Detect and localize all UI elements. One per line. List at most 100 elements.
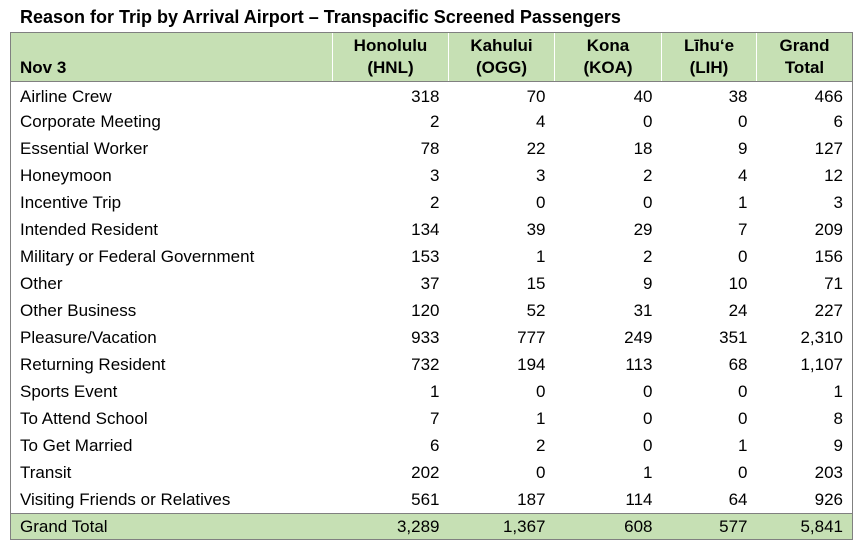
table-cell: 9 xyxy=(738,139,748,158)
table-row: Intended Resident 134 39 29 7 209 xyxy=(10,216,853,244)
table-cell: 202 xyxy=(411,463,440,482)
table-cell: 3 xyxy=(756,189,853,217)
row-label: To Attend School xyxy=(10,405,333,433)
column-header-kahului: Kahului (OGG) xyxy=(448,32,555,82)
column-header-line2: (OGG) xyxy=(476,58,527,77)
table-cell: 6 xyxy=(756,108,853,136)
table-cell: 71 xyxy=(756,270,853,298)
report-title: Reason for Trip by Arrival Airport – Tra… xyxy=(20,7,621,27)
column-header-line1: Līhu‘e xyxy=(683,36,735,55)
table-cell: 0 xyxy=(643,436,653,455)
row-label: Honeymoon xyxy=(10,162,333,190)
table-row: Airline Crew 318 70 40 38 466 xyxy=(10,81,853,109)
table-cell: 15 xyxy=(526,274,546,293)
table-cell: 209 xyxy=(756,216,853,244)
table-row: To Get Married 6 2 0 1 9 xyxy=(10,432,853,460)
table-cell: 249 xyxy=(624,328,653,347)
grand-total-cell: 5,841 xyxy=(756,513,853,540)
table-cell: 40 xyxy=(633,86,653,106)
table-cell: 4 xyxy=(536,112,546,131)
column-header-line1: Kona xyxy=(586,36,630,55)
grand-total-cell: 608 xyxy=(554,513,662,540)
table-cell: 0 xyxy=(536,463,546,482)
row-label: Pleasure/Vacation xyxy=(10,324,333,352)
header-row: Nov 3 Honolulu (HNL) Kahului (OGG) Kona … xyxy=(10,32,853,82)
table-row: Sports Event 1 0 0 0 1 xyxy=(10,378,853,406)
table-cell: 3 xyxy=(536,166,546,185)
table-cell: 0 xyxy=(738,409,748,428)
table-cell: 0 xyxy=(536,382,546,401)
table-cell: 7 xyxy=(738,220,748,239)
grand-total-cell: 1,367 xyxy=(448,513,555,540)
table-cell: 0 xyxy=(738,247,748,266)
table-cell: 120 xyxy=(411,301,440,320)
table-cell: 0 xyxy=(738,382,748,401)
row-label: Corporate Meeting xyxy=(10,108,333,136)
table-cell: 0 xyxy=(643,409,653,428)
row-label: Visiting Friends or Relatives xyxy=(10,486,333,514)
table-cell: 68 xyxy=(728,355,748,374)
table-row: Transit 202 0 1 0 203 xyxy=(10,459,853,487)
table-cell: 4 xyxy=(738,166,748,185)
table-row: Military or Federal Government 153 1 2 0 156 xyxy=(10,243,853,271)
table-cell: 933 xyxy=(411,328,440,347)
table-cell: 1 xyxy=(643,463,653,482)
table-cell: 22 xyxy=(526,139,546,158)
table-cell: 153 xyxy=(411,247,440,266)
grand-total-cell: 577 xyxy=(661,513,757,540)
grand-total-row: Grand Total 3,289 1,367 608 577 5,841 xyxy=(10,513,853,540)
table-cell: 732 xyxy=(411,355,440,374)
table-cell: 52 xyxy=(526,301,546,320)
table-cell: 777 xyxy=(517,328,546,347)
table-cell: 114 xyxy=(625,489,653,509)
row-label: Intended Resident xyxy=(10,216,333,244)
table-cell: 0 xyxy=(643,382,653,401)
grand-total-label: Grand Total xyxy=(10,513,333,540)
table-cell: 31 xyxy=(633,301,653,320)
table-cell: 37 xyxy=(420,274,440,293)
column-header-line2: (KOA) xyxy=(583,58,633,77)
row-label: To Get Married xyxy=(10,432,333,460)
table-cell: 351 xyxy=(719,328,748,347)
table-cell: 10 xyxy=(728,274,748,293)
table-cell: 1 xyxy=(738,436,748,455)
table-cell: 0 xyxy=(738,463,748,482)
table-cell: 926 xyxy=(756,486,853,514)
table-cell: 38 xyxy=(728,86,748,106)
table-cell: 2 xyxy=(643,247,653,266)
table-cell: 1 xyxy=(536,247,546,266)
table-cell: 466 xyxy=(756,81,853,109)
table-cell: 187 xyxy=(517,489,546,509)
row-label: Transit xyxy=(10,459,333,487)
table-cell: 6 xyxy=(430,436,440,455)
table-cell: 0 xyxy=(536,193,546,212)
table-cell: 1 xyxy=(756,378,853,406)
table-row: To Attend School 7 1 0 0 8 xyxy=(10,405,853,433)
column-header-grand-total: Grand Total xyxy=(756,32,853,82)
table-row: Returning Resident 732 194 113 68 1,107 xyxy=(10,351,853,379)
table-row: Other 37 15 9 10 71 xyxy=(10,270,853,298)
column-header-date: Nov 3 xyxy=(10,32,333,82)
table-cell: 2 xyxy=(643,166,653,185)
row-label: Other Business xyxy=(10,297,333,325)
table-row: Incentive Trip 2 0 0 1 3 xyxy=(10,189,853,217)
row-label: Other xyxy=(10,270,333,298)
table-cell: 2 xyxy=(430,112,440,131)
row-label: Airline Crew xyxy=(10,81,333,109)
column-header-line1: Grand xyxy=(779,36,830,55)
table-row: Other Business 120 52 31 24 227 xyxy=(10,297,853,325)
row-label: Sports Event xyxy=(10,378,333,406)
table-cell: 113 xyxy=(625,355,653,374)
table-body: Airline Crew 318 70 40 38 466 Corporate Meetin… xyxy=(10,81,853,514)
table-cell: 227 xyxy=(756,297,853,325)
reason-for-trip-table: Nov 3 Honolulu (HNL) Kahului (OGG) Kona … xyxy=(10,32,853,540)
table-cell: 1 xyxy=(536,409,546,428)
table-cell: 2 xyxy=(430,193,440,212)
table-cell: 24 xyxy=(728,301,748,320)
column-header-line1: Honolulu xyxy=(353,36,428,55)
table-cell: 29 xyxy=(633,220,653,239)
table-cell: 9 xyxy=(643,274,653,293)
column-header-line1: Kahului xyxy=(470,36,533,55)
table-cell: 12 xyxy=(756,162,853,190)
table-cell: 39 xyxy=(526,220,546,239)
